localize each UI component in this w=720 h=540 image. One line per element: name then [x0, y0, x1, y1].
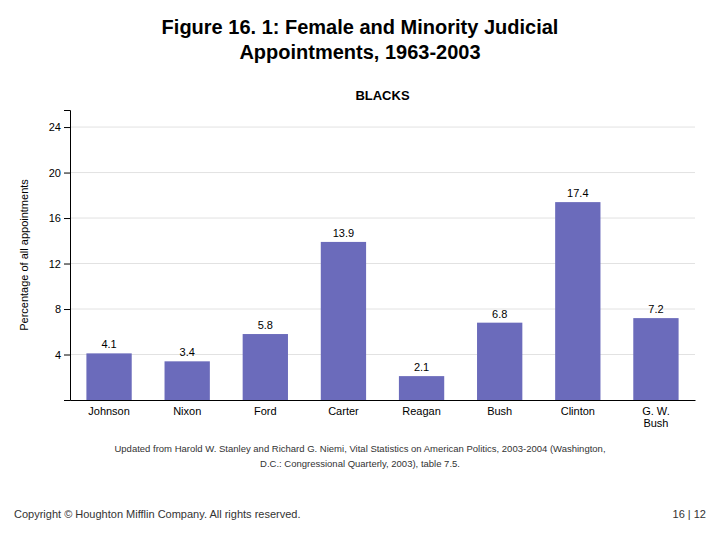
- data-label: 6.8: [492, 308, 507, 320]
- grid-line: [70, 309, 695, 310]
- x-tick: Johnson: [88, 405, 130, 417]
- data-label: 3.4: [180, 346, 195, 358]
- title: Figure 16. 1: Female and Minority Judici…: [162, 16, 559, 63]
- bar: [633, 318, 678, 400]
- x-tick-label: Bush: [487, 405, 512, 417]
- x-tick-label: Johnson: [88, 405, 130, 417]
- y-tick-mark: [64, 309, 70, 310]
- x-axis: Johnson Nixon Ford Carter Reagan Bush Clinton G…: [71, 401, 696, 430]
- y-tick: 12: [49, 258, 70, 270]
- grid: [70, 127, 695, 354]
- y-tick-mark: [64, 264, 70, 265]
- y-tick: 4: [55, 349, 70, 361]
- y-tick-mark: [64, 355, 70, 356]
- grid-line: [70, 354, 695, 355]
- y-tick-label: 12: [49, 258, 61, 270]
- x-tick-label: G. W.Bush: [642, 405, 670, 430]
- x-tick: Carter: [328, 405, 359, 417]
- bar: [321, 242, 366, 400]
- title-line: Figure 16. 1: Female and Minority Judici…: [162, 16, 559, 38]
- data-label: 2.1: [414, 361, 429, 373]
- footnote: D.C.: Congressional Quarterly, 2003), ta…: [260, 458, 460, 469]
- y-tick-label: 20: [49, 167, 61, 179]
- x-tick: G. W.Bush: [642, 405, 670, 430]
- grid-line: [70, 172, 695, 173]
- bar: [165, 361, 210, 400]
- x-tick-label-line: Reagan: [402, 405, 441, 417]
- x-tick: Ford: [254, 405, 277, 417]
- data-labels: 4.1 3.4 5.8 13.9 2.1 6.8 17.4 7.2: [101, 187, 663, 373]
- x-tick-label: Carter: [328, 405, 359, 417]
- y-axis-title: Percentage of all appointments: [18, 179, 30, 331]
- x-tick: Reagan: [402, 405, 441, 417]
- bar: [555, 202, 600, 400]
- x-tick-label: Reagan: [402, 405, 441, 417]
- y-axis-line: [64, 111, 71, 401]
- copyright: Copyright © Houghton Mifflin Company. Al…: [14, 508, 301, 520]
- y-tick-mark: [64, 218, 70, 219]
- subtitle: BLACKS: [355, 88, 409, 103]
- x-tick-label-line: Carter: [328, 405, 359, 417]
- page-number: 16 | 12: [673, 508, 706, 520]
- bar: [243, 334, 288, 400]
- grid-line: [70, 263, 695, 264]
- y-tick-label: 24: [49, 121, 61, 133]
- data-label: 5.8: [258, 319, 273, 331]
- x-tick-label-line: Johnson: [88, 405, 130, 417]
- x-tick-label: Clinton: [561, 405, 595, 417]
- footnote: Updated from Harold W. Stanley and Richa…: [114, 443, 605, 454]
- data-label: 13.9: [333, 227, 354, 239]
- grid-line: [70, 218, 695, 219]
- title-line: Appointments, 1963-2003: [239, 41, 480, 63]
- y-tick-mark: [64, 127, 70, 128]
- y-tick: 8: [55, 303, 70, 315]
- x-tick-label: Nixon: [173, 405, 201, 417]
- x-tick-label-line: Bush: [643, 417, 668, 429]
- annotations: Updated from Harold W. Stanley and Richa…: [14, 443, 706, 520]
- x-tick-label-line: Nixon: [173, 405, 201, 417]
- y-tick-mark: [64, 173, 70, 174]
- x-tick: Clinton: [561, 405, 595, 417]
- y-tick-label: 8: [55, 303, 61, 315]
- plot: BLACKS 4.1 3.4 5.8 13.9 2.1 6.8 17.4 7.2 4 8 12 16 20…: [18, 88, 696, 429]
- x-tick-label-line: G. W.: [642, 405, 670, 417]
- x-tick-label-line: Ford: [254, 405, 277, 417]
- x-tick: Nixon: [173, 405, 201, 417]
- y-tick: 24: [49, 121, 70, 133]
- x-tick-label: Ford: [254, 405, 277, 417]
- data-label: 17.4: [567, 187, 588, 199]
- grid-line: [70, 127, 695, 128]
- y-tick: 20: [49, 167, 70, 179]
- y-tick-label: 16: [49, 212, 61, 224]
- x-tick-label-line: Clinton: [561, 405, 595, 417]
- data-label: 4.1: [101, 338, 116, 350]
- x-axis-line: [71, 400, 696, 401]
- chart-svg: Figure 16. 1: Female and Minority Judici…: [0, 0, 720, 540]
- y-axis: 4 8 12 16 20 24: [49, 111, 71, 401]
- bar: [399, 376, 444, 400]
- bars: [86, 202, 678, 400]
- y-tick-label: 4: [55, 349, 61, 361]
- x-tick: Bush: [487, 405, 512, 417]
- y-tick: 16: [49, 212, 70, 224]
- data-label: 7.2: [648, 303, 663, 315]
- bar: [86, 353, 131, 400]
- bar: [477, 323, 522, 400]
- x-tick-label-line: Bush: [487, 405, 512, 417]
